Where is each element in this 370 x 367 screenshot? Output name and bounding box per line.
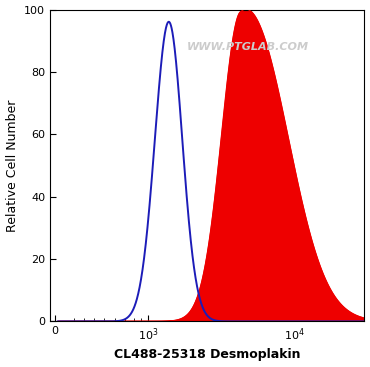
Text: WWW.PTGLAB.COM: WWW.PTGLAB.COM <box>187 42 309 52</box>
Y-axis label: Relative Cell Number: Relative Cell Number <box>6 99 18 232</box>
X-axis label: CL488-25318 Desmoplakin: CL488-25318 Desmoplakin <box>114 348 300 361</box>
